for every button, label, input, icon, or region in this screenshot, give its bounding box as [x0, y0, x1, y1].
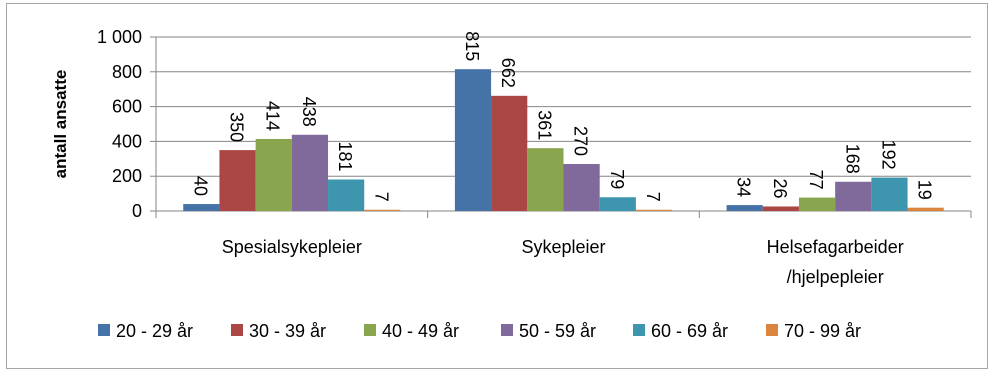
data-label: 79 [607, 169, 627, 189]
bar [291, 134, 329, 211]
data-label: 40 [190, 176, 210, 196]
data-label: 168 [842, 144, 862, 174]
data-label: 350 [227, 112, 247, 142]
y-tick-label: 0 [132, 201, 142, 221]
bar [635, 209, 673, 211]
data-label: 270 [571, 126, 591, 156]
x-category-label: Spesialsykepleier [222, 237, 362, 257]
x-category-label: /hjelpepleier [787, 267, 884, 287]
x-category-label: Helsefagarbeider [767, 237, 904, 257]
legend-label: 70 - 99 år [784, 321, 861, 341]
legend-label: 30 - 39 år [249, 321, 326, 341]
bar [219, 150, 256, 211]
bar [599, 197, 636, 211]
legend-label: 40 - 49 år [382, 321, 459, 341]
data-label: 34 [734, 177, 754, 197]
data-label: 181 [335, 142, 355, 172]
legend-swatch [766, 324, 778, 336]
y-tick-label: 200 [112, 166, 142, 186]
legend-swatch [231, 324, 243, 336]
data-label: 19 [915, 180, 935, 200]
legend-label: 20 - 29 år [116, 321, 193, 341]
data-label: 26 [770, 178, 790, 198]
data-label: 438 [299, 97, 319, 127]
bar [328, 179, 365, 211]
legend-label: 50 - 59 år [519, 321, 596, 341]
legend-swatch [501, 324, 513, 336]
data-label: 414 [263, 101, 283, 131]
bar [364, 209, 401, 211]
y-tick-label: 600 [112, 97, 142, 117]
data-label: 662 [498, 58, 518, 88]
legend-swatch [364, 324, 376, 336]
bar [726, 205, 763, 211]
data-label: 77 [806, 170, 826, 190]
legend-swatch [98, 324, 110, 336]
bar [762, 206, 799, 211]
y-tick-label: 400 [112, 131, 142, 151]
bar [255, 138, 292, 211]
bar [871, 177, 908, 211]
bar [835, 181, 872, 211]
y-tick-label: 1 000 [97, 27, 142, 47]
bar [907, 207, 944, 211]
y-tick-label: 800 [112, 62, 142, 82]
data-label: 192 [878, 140, 898, 170]
bar [527, 148, 564, 211]
bar [563, 164, 600, 211]
data-label: 361 [534, 110, 554, 140]
bar [454, 69, 492, 211]
y-axis-title: antall ansatte [51, 70, 70, 179]
data-label: 7 [371, 192, 391, 202]
legend-swatch [633, 324, 645, 336]
bar [491, 95, 528, 211]
x-category-label: Sykepleier [521, 237, 605, 257]
legend-label: 60 - 69 år [651, 321, 728, 341]
data-label: 815 [462, 31, 482, 61]
data-label: 7 [643, 192, 663, 202]
bar [183, 204, 220, 211]
bar [798, 197, 836, 211]
